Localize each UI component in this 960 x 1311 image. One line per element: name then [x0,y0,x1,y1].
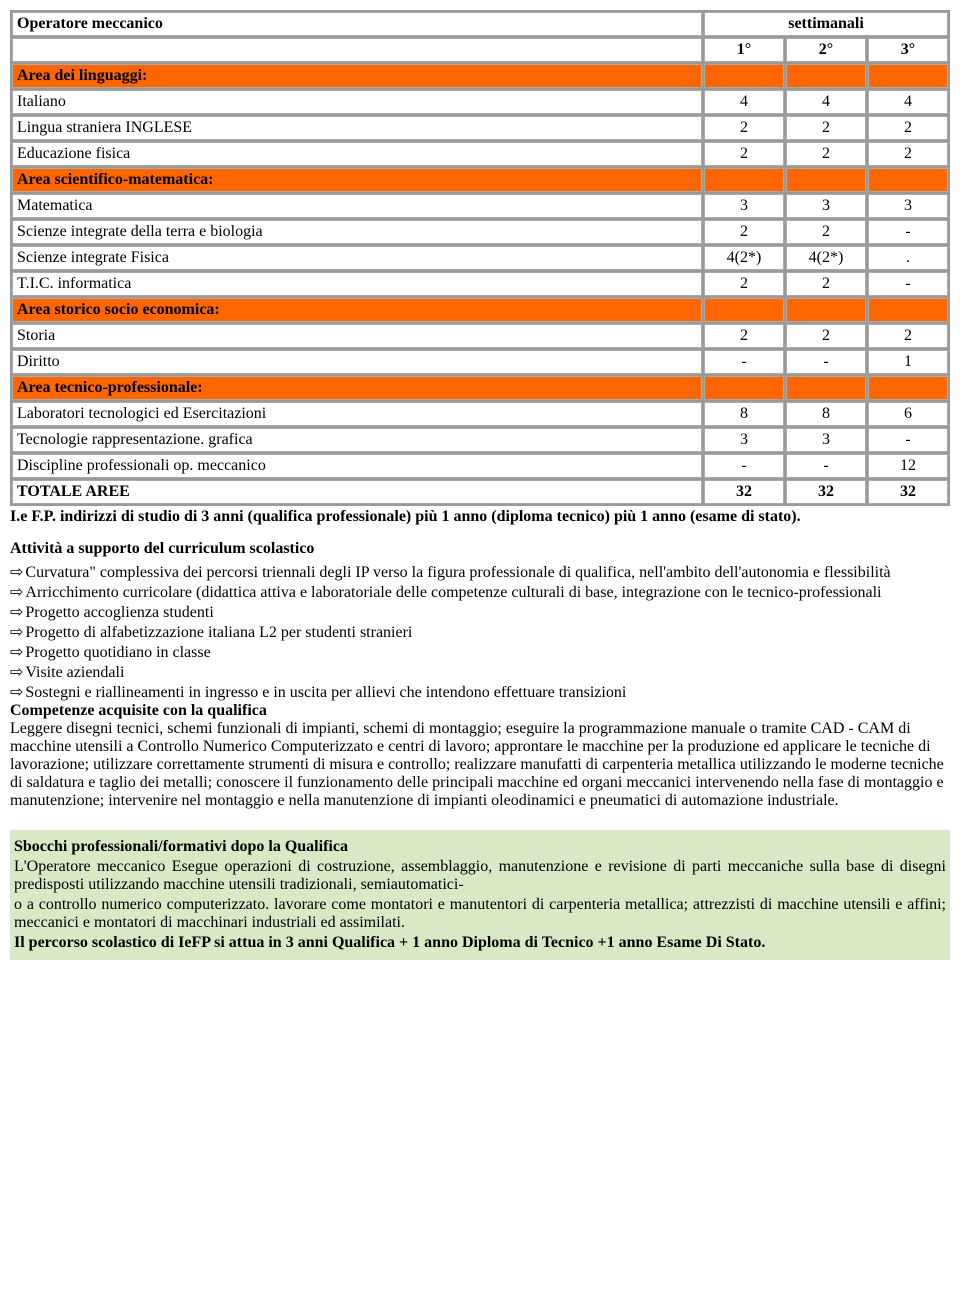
table-row: Laboratori tecnologici ed Esercitazioni8… [12,402,948,426]
col-y1: 1° [704,38,784,62]
list-item: Arricchimento curricolare (didattica att… [10,582,950,602]
table-row: Educazione fisica222 [12,142,948,166]
table-row: Italiano444 [12,90,948,114]
table-row: Diritto--1 [12,350,948,374]
section-linguaggi: Area dei linguaggi: [12,64,702,88]
list-item: Progetto quotidiano in classe [10,642,950,662]
col-y2: 2° [786,38,866,62]
table-row: Storia222 [12,324,948,348]
list-item: Progetto accoglienza studenti [10,602,950,622]
table-row: Matematica333 [12,194,948,218]
list-item: Curvatura" complessiva dei percorsi trie… [10,562,950,582]
col-y3: 3° [868,38,948,62]
table-row: Scienze integrate della terra e biologia… [12,220,948,244]
sbocchi-body2: o a controllo numerico computerizzato. l… [14,896,946,932]
table-row: Discipline professionali op. meccanico--… [12,454,948,478]
table-title: Operatore meccanico [12,12,702,36]
competenze-body: Leggere disegni tecnici, schemi funziona… [10,720,950,810]
table-row: T.I.C. informatica22- [12,272,948,296]
attivita-list: Curvatura" complessiva dei percorsi trie… [10,562,950,702]
list-item: Visite aziendali [10,662,950,682]
sbocchi-body3: Il percorso scolastico di IeFP si attua … [14,934,946,952]
list-item: Sostegni e riallineamenti in ingresso e … [10,682,950,702]
empty-cell [12,38,702,62]
table-row: TOTALE AREE323232 [12,480,948,504]
sbocchi-box: Sbocchi professionali/formativi dopo la … [10,830,950,960]
section-scientifico: Area scientifico-matematica: [12,168,702,192]
sbocchi-body1: L'Operatore meccanico Esegue operazioni … [14,858,946,894]
attivita-title: Attività a supporto del curriculum scola… [10,540,950,558]
col-header-settimanali: settimanali [704,12,948,36]
table-row: Tecnologie rappresentazione. grafica33- [12,428,948,452]
table-row: Lingua straniera INGLESE222 [12,116,948,140]
note-after-table: I.e F.P. indirizzi di studio di 3 anni (… [10,508,950,526]
competenze-title: Competenze acquisite con la qualifica [10,702,950,720]
sbocchi-title: Sbocchi professionali/formativi dopo la … [14,838,946,856]
section-tecnico: Area tecnico-professionale: [12,376,702,400]
section-storico: Area storico socio economica: [12,298,702,322]
table-row: Scienze integrate Fisica4(2*)4(2*). [12,246,948,270]
curriculum-table: Operatore meccanico settimanali 1° 2° 3°… [10,10,950,506]
list-item: Progetto di alfabetizzazione italiana L2… [10,622,950,642]
